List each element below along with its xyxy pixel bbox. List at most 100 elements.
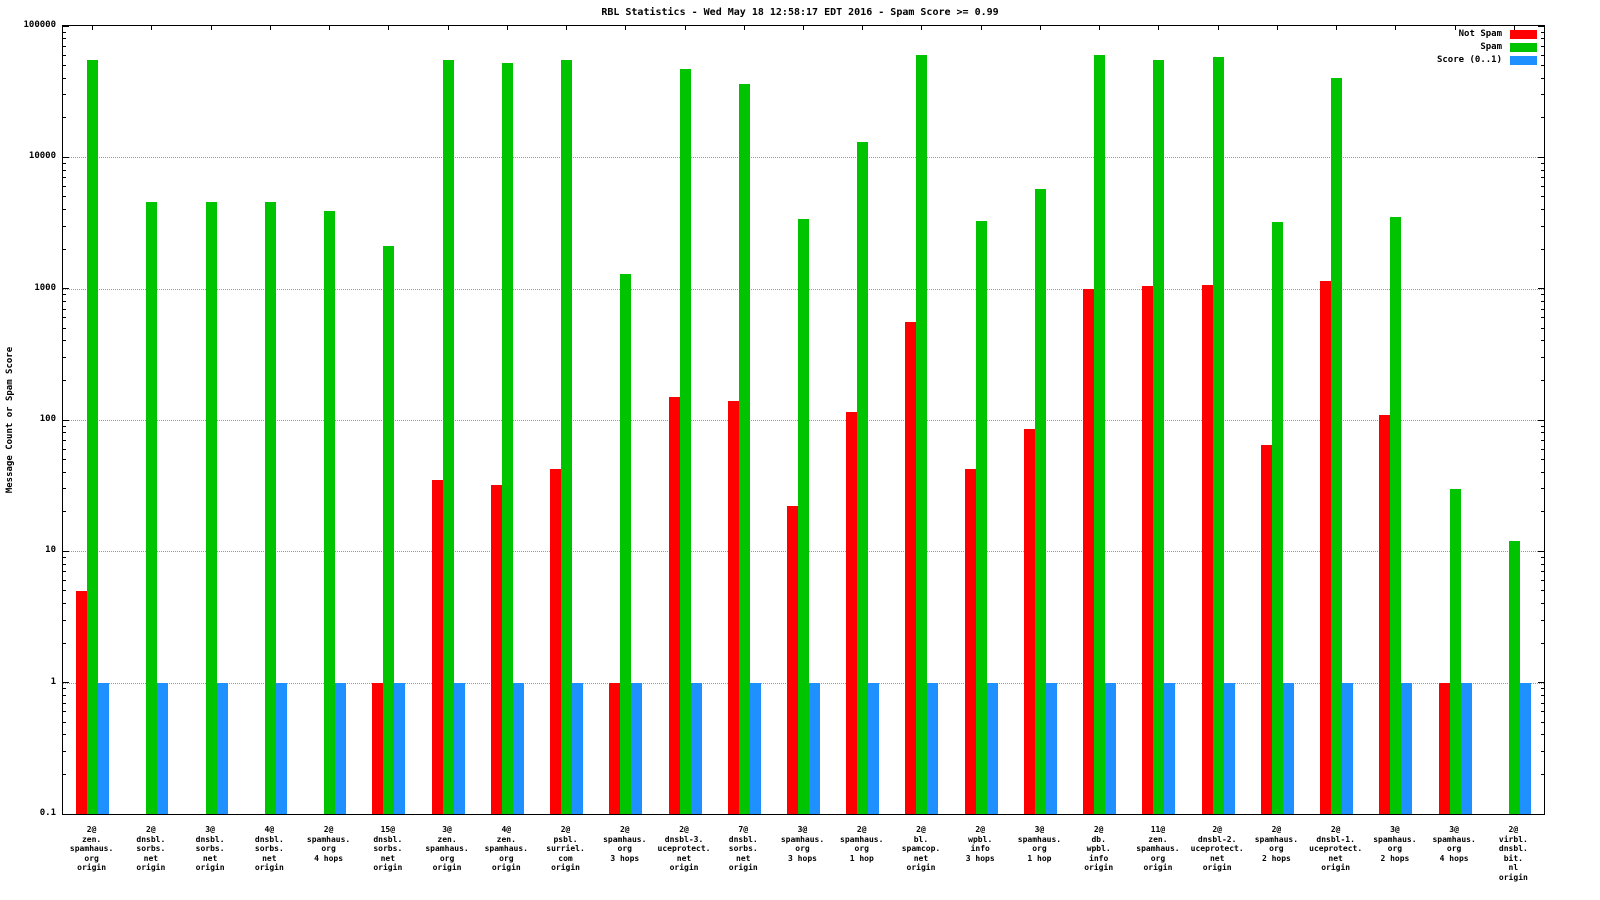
- y-minor-tick: [1541, 694, 1544, 696]
- bar-not-spam: [1379, 414, 1391, 814]
- bar-score-0-1-: [275, 682, 287, 814]
- bar-spam: [1271, 222, 1283, 814]
- legend-swatch-spam: [1510, 43, 1537, 52]
- y-minor-tick: [63, 31, 66, 33]
- y-minor-tick: [63, 488, 66, 490]
- y-minor-tick: [1541, 511, 1544, 513]
- y-minor-tick: [1541, 177, 1544, 179]
- bar-score-0-1-: [157, 682, 169, 814]
- y-minor-tick: [1541, 590, 1544, 592]
- y-minor-tick: [1541, 196, 1544, 198]
- y-major-tick: [1538, 550, 1544, 552]
- y-minor-tick: [1541, 750, 1544, 752]
- y-minor-tick: [63, 209, 66, 211]
- y-minor-tick: [63, 379, 66, 381]
- x-category-label: 3@ spamhaus. org 3 hops: [780, 825, 825, 863]
- bar-score-0-1-: [335, 682, 347, 814]
- y-minor-tick: [1541, 169, 1544, 171]
- bar-spam: [1449, 488, 1461, 814]
- y-major-tick: [63, 288, 69, 290]
- x-tick-top: [862, 26, 864, 30]
- bar-score-0-1-: [986, 682, 998, 814]
- bar-not-spam: [609, 682, 621, 814]
- bar-not-spam: [490, 485, 502, 814]
- y-major-tick: [63, 25, 69, 27]
- y-minor-tick: [1541, 571, 1544, 573]
- x-category-label: 11@ zen. spamhaus. org origin: [1136, 825, 1180, 872]
- y-minor-tick: [63, 642, 66, 644]
- x-category-label: 2@ spamhaus. org 1 hop: [840, 825, 884, 863]
- y-minor-tick: [63, 563, 66, 565]
- bar-not-spam: [905, 321, 917, 814]
- y-minor-tick: [63, 196, 66, 198]
- legend-item-not-spam: Not Spam: [1437, 30, 1537, 39]
- y-minor-tick: [63, 688, 66, 690]
- x-category-label: 3@ spamhaus. org 1 hop: [1017, 825, 1062, 863]
- bar-spam: [975, 220, 987, 814]
- y-minor-tick: [63, 162, 66, 164]
- y-minor-tick: [1541, 185, 1544, 187]
- legend-swatch-not-spam: [1510, 30, 1537, 39]
- y-minor-tick: [1541, 45, 1544, 47]
- bar-not-spam: [1438, 682, 1450, 814]
- y-minor-tick: [1541, 308, 1544, 310]
- y-tick-label: 1000: [34, 282, 56, 293]
- y-minor-tick: [63, 734, 66, 736]
- x-tick-top: [210, 26, 212, 30]
- x-category-label: 2@ wpbl. info 3 hops: [965, 825, 995, 863]
- x-category-label: 2@ bl. spamcop. net origin: [901, 825, 941, 872]
- bar-not-spam: [1201, 284, 1213, 814]
- x-tick-top: [1158, 26, 1160, 30]
- x-tick-top: [388, 26, 390, 30]
- bar-not-spam: [727, 400, 739, 814]
- x-tick-top: [980, 26, 982, 30]
- x-tick-top: [1336, 26, 1338, 30]
- x-tick-top: [447, 26, 449, 30]
- y-minor-tick: [63, 177, 66, 179]
- y-tick-label: 10000: [28, 151, 56, 162]
- x-category-label: 4@ zen. spamhaus. org origin: [484, 825, 528, 872]
- bar-score-0-1-: [453, 682, 465, 814]
- y-minor-tick: [63, 356, 66, 358]
- x-category-label: 2@ db. wpbl. info origin: [1084, 825, 1114, 872]
- bar-spam: [1094, 55, 1106, 814]
- y-minor-tick: [1541, 248, 1544, 250]
- bar-spam: [857, 142, 869, 814]
- legend-item-spam: Spam: [1437, 43, 1537, 52]
- y-minor-tick: [1541, 162, 1544, 164]
- y-minor-tick: [63, 571, 66, 573]
- y-minor-tick: [1541, 379, 1544, 381]
- y-minor-tick: [1541, 38, 1544, 40]
- x-tick-top: [921, 26, 923, 30]
- y-tick-label: 0.1: [39, 808, 56, 818]
- bar-score-0-1-: [98, 682, 110, 814]
- bar-score-0-1-: [1045, 682, 1057, 814]
- x-category-label: 7@ dnsbl. sorbs. net origin: [728, 825, 758, 872]
- bar-score-0-1-: [690, 682, 702, 814]
- bar-score-0-1-: [1223, 682, 1235, 814]
- bar-score-0-1-: [1519, 682, 1531, 814]
- y-minor-tick: [1541, 317, 1544, 319]
- x-category-label: 3@ dnsbl. sorbs. net origin: [195, 825, 225, 872]
- y-minor-tick: [63, 439, 66, 441]
- y-minor-tick: [63, 579, 66, 581]
- plot-area: Not Spam Spam Score (0..1): [62, 25, 1545, 815]
- y-minor-tick: [63, 694, 66, 696]
- x-category-label: 3@ zen. spamhaus. org origin: [425, 825, 469, 872]
- bar-not-spam: [1083, 288, 1095, 814]
- y-minor-tick: [63, 448, 66, 450]
- y-minor-tick: [63, 459, 66, 461]
- y-minor-tick: [1541, 117, 1544, 119]
- x-tick-top: [151, 26, 153, 30]
- y-minor-tick: [1541, 488, 1544, 490]
- y-minor-tick: [63, 225, 66, 227]
- bar-score-0-1-: [1164, 682, 1176, 814]
- y-minor-tick: [1541, 702, 1544, 704]
- y-major-tick: [1538, 419, 1544, 421]
- y-minor-tick: [63, 248, 66, 250]
- y-minor-tick: [1541, 642, 1544, 644]
- legend-label-not-spam: Not Spam: [1458, 29, 1502, 39]
- bar-score-0-1-: [1401, 682, 1413, 814]
- bar-spam: [1153, 60, 1165, 814]
